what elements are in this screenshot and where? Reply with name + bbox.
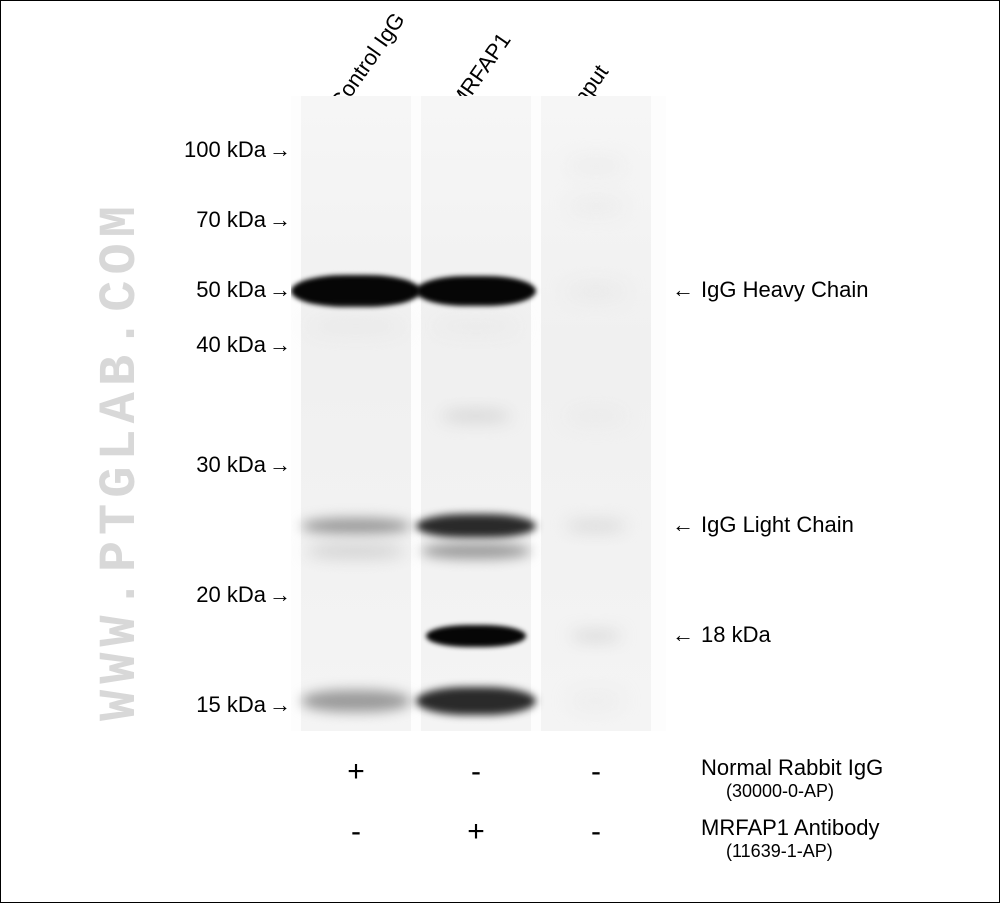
band-annotation-label: 18 kDa	[701, 622, 771, 648]
blot-band	[566, 412, 626, 420]
arrow-right-icon: →	[269, 582, 291, 608]
arrow-right-icon: →	[269, 277, 291, 303]
mw-marker-label: 100 kDa	[96, 137, 266, 163]
mw-marker-label: 40 kDa	[96, 332, 266, 358]
blot-band	[566, 286, 626, 296]
blot-band	[291, 275, 421, 307]
blot-band	[566, 522, 626, 530]
blot-band	[569, 162, 624, 170]
antibody-row-sublabel: (30000-0-AP)	[726, 781, 834, 802]
antibody-row-sublabel: (11639-1-AP)	[726, 841, 833, 862]
arrow-left-icon: ←	[672, 277, 694, 303]
plus-minus-value: +	[456, 815, 496, 849]
arrow-right-icon: →	[269, 332, 291, 358]
blot-band	[301, 690, 411, 712]
mw-marker-label: 50 kDa	[96, 277, 266, 303]
blot-band	[426, 625, 526, 647]
antibody-row-label: Normal Rabbit IgG	[701, 755, 883, 781]
mw-marker-label: 70 kDa	[96, 207, 266, 233]
mw-marker-label: 20 kDa	[96, 582, 266, 608]
blot-band	[416, 276, 536, 306]
blot-band	[416, 687, 536, 715]
blot-band	[569, 202, 624, 210]
mw-marker-label: 30 kDa	[96, 452, 266, 478]
plus-minus-value: -	[576, 755, 616, 789]
blot-band	[441, 411, 511, 421]
blot-band	[301, 518, 411, 534]
blot-band	[306, 544, 406, 558]
blot-band	[306, 321, 406, 331]
arrow-left-icon: ←	[672, 622, 694, 648]
arrow-right-icon: →	[269, 207, 291, 233]
arrow-right-icon: →	[269, 692, 291, 718]
arrow-left-icon: ←	[672, 512, 694, 538]
blot-band	[431, 322, 521, 330]
antibody-row-label: MRFAP1 Antibody	[701, 815, 880, 841]
arrow-right-icon: →	[269, 452, 291, 478]
blot-band	[571, 697, 621, 705]
band-annotation-label: IgG Heavy Chain	[701, 277, 869, 303]
blot-band	[571, 632, 621, 640]
mw-marker-label: 15 kDa	[96, 692, 266, 718]
lane-background	[301, 96, 411, 731]
blot-band	[416, 514, 536, 538]
arrow-right-icon: →	[269, 137, 291, 163]
western-blot-figure: WWW.PTGLAB.COM Control IgG MRFAP1 Input …	[0, 0, 1000, 903]
plus-minus-value: -	[456, 755, 496, 789]
plus-minus-value: -	[336, 815, 376, 849]
band-annotation-label: IgG Light Chain	[701, 512, 854, 538]
plus-minus-value: -	[576, 815, 616, 849]
plus-minus-value: +	[336, 755, 376, 789]
blot-band	[421, 543, 531, 559]
blot-membrane-area	[291, 96, 666, 731]
